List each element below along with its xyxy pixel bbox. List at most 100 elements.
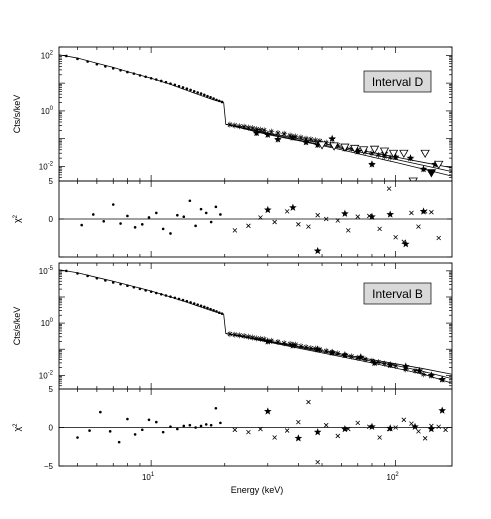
- data-point-star: [415, 366, 424, 374]
- data-point-dot: [196, 303, 199, 306]
- data-point-star: [328, 134, 336, 142]
- residual-point-star: [427, 425, 436, 433]
- residual-point-dot: [176, 427, 179, 431]
- data-point-dot: [192, 89, 196, 93]
- model-line: [59, 54, 452, 173]
- data-point-cross: [421, 371, 426, 377]
- data-point-triangle-down-open: [388, 149, 399, 159]
- residual-plot: 5 0 χ2: [12, 177, 453, 258]
- residual-point-cross: [443, 427, 448, 433]
- residual-point-cross: [429, 209, 434, 215]
- data-point-dot: [119, 282, 122, 286]
- interval-label-box: [363, 282, 432, 305]
- data-point-dot: [159, 79, 163, 83]
- residual-point-dot: [155, 211, 158, 215]
- y-tick-label: −5: [44, 462, 54, 471]
- data-point-dot: [119, 68, 122, 72]
- model-line: [225, 333, 452, 384]
- residual-point-dot: [182, 215, 186, 219]
- data-point-dot: [173, 83, 177, 87]
- data-point-dot: [220, 312, 224, 315]
- data-point-dot: [155, 78, 158, 81]
- residual-point-cross: [335, 218, 341, 223]
- data-point-cross: [376, 359, 381, 365]
- residual-plot: 5 0 −5 101 102 χ2: [12, 385, 453, 482]
- data-point-dot: [132, 285, 136, 289]
- residual-point-dot: [182, 424, 186, 428]
- data-point-dot: [155, 291, 158, 295]
- y-tick-label: 102: [41, 50, 54, 60]
- residual-point-star: [313, 246, 322, 255]
- data-point-dot: [196, 91, 199, 94]
- y-tick-label: 10-2: [39, 370, 54, 380]
- residual-point-dot: [119, 222, 122, 225]
- residual-point-star: [341, 209, 349, 217]
- spectrum-plot: 10-5 100 10-2 Cts/s/keV Interval B: [12, 262, 453, 390]
- data-point-dot: [220, 100, 224, 104]
- residual-point-dot: [219, 421, 222, 425]
- data-point-triangle-down-open: [399, 149, 409, 159]
- data-point-cross: [281, 131, 287, 137]
- residual-point-cross: [258, 426, 263, 432]
- residual-point-cross: [246, 223, 251, 229]
- data-point-star: [353, 147, 362, 155]
- data-point-dot: [144, 75, 147, 79]
- data-point-star: [274, 135, 282, 143]
- residual-point-dot: [126, 417, 129, 421]
- residual-point-dot: [169, 232, 172, 235]
- residual-point-cross: [386, 186, 392, 191]
- residual-point-dot: [99, 410, 102, 414]
- data-point-star: [341, 351, 349, 359]
- residual-point-dot: [147, 418, 151, 422]
- data-point-cross: [258, 336, 263, 342]
- data-point-dot: [192, 302, 196, 305]
- y-tick-label: 0: [49, 215, 54, 224]
- data-point-triangle-down-open: [317, 141, 327, 150]
- data-point-dot: [144, 289, 147, 292]
- data-point-star: [427, 371, 436, 379]
- residual-point-dot: [102, 219, 106, 223]
- residual-point-star: [386, 210, 395, 218]
- residual-point-dot: [155, 420, 158, 424]
- residual-point-star: [368, 422, 376, 430]
- data-point-star: [438, 375, 446, 383]
- panel-B: 10-5 100 10-2 Cts/s/keV Interval B 5 0 −5 101 102…: [12, 262, 453, 482]
- x-tick-label: 101: [142, 472, 155, 482]
- residual-point-dot: [214, 406, 218, 410]
- residual-point-cross: [401, 417, 407, 423]
- data-point-dot: [199, 92, 203, 95]
- residual-point-star: [313, 428, 322, 436]
- data-point-dot: [206, 306, 209, 310]
- data-point-dot: [185, 87, 189, 91]
- residual-point-dot: [76, 436, 79, 439]
- residual-point-dot: [176, 213, 179, 217]
- residual-point-cross: [258, 215, 263, 220]
- data-point-cross: [227, 122, 233, 127]
- residual-point-dot: [204, 423, 208, 426]
- residual-point-dot: [199, 207, 203, 211]
- residual-point-dot: [133, 226, 137, 229]
- data-point-dot: [149, 290, 153, 293]
- residual-y-axis-title: χ2: [12, 423, 22, 432]
- data-point-star: [313, 345, 322, 353]
- residual-point-cross: [323, 216, 329, 222]
- residual-point-cross: [345, 228, 351, 233]
- spectrum-data: [59, 269, 452, 384]
- data-point-dot: [104, 65, 107, 68]
- residual-point-dot: [140, 428, 144, 432]
- data-point-dot: [86, 60, 89, 63]
- interval-label: Interval B: [372, 287, 423, 301]
- residual-point-star: [368, 212, 376, 220]
- data-point-cross: [313, 137, 318, 143]
- data-point-dot: [169, 82, 172, 85]
- data-point-dot: [215, 98, 218, 102]
- residual-point-cross: [409, 210, 414, 216]
- data-point-triangle-down-open: [329, 142, 339, 151]
- data-point-star: [356, 353, 365, 361]
- residual-point-cross: [232, 228, 238, 233]
- data-point-cross: [237, 333, 242, 338]
- residual-point-cross: [436, 424, 441, 430]
- data-point-cross: [323, 348, 329, 354]
- interval-label: Interval D: [372, 75, 424, 89]
- data-point-cross: [382, 361, 387, 366]
